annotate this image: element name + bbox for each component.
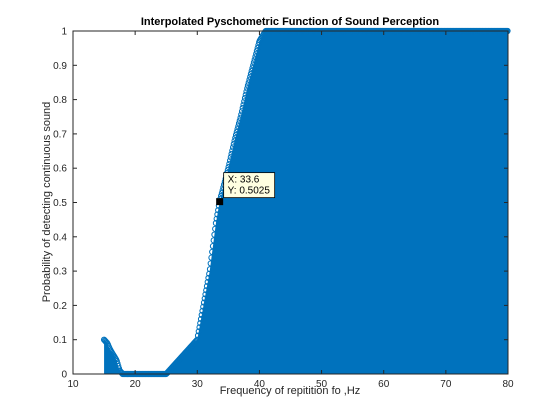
- data-point: [204, 278, 211, 286]
- x-tick-label: 70: [440, 379, 452, 390]
- data-tip[interactable]: X: 33.6 Y: 0.5025: [216, 172, 276, 206]
- data-point: [249, 65, 256, 72]
- x-axis-label: Frequency of repitition fo ,Hz: [220, 385, 361, 397]
- data-point: [197, 316, 205, 323]
- data-point: [250, 59, 258, 66]
- data-point: [206, 266, 214, 273]
- data-point: [213, 215, 220, 222]
- data-point: [227, 154, 234, 161]
- x-tick-label: 40: [254, 379, 266, 390]
- data-point: [245, 79, 252, 86]
- data-point: [194, 332, 202, 339]
- data-point: [244, 85, 251, 92]
- data-point: [215, 207, 222, 214]
- y-tick-label: 1: [61, 27, 67, 38]
- data-point: [250, 62, 257, 69]
- data-point: [254, 44, 261, 52]
- y-tick-label: 0.8: [53, 95, 67, 106]
- data-point: [196, 324, 203, 331]
- data-tip-marker[interactable]: [216, 198, 224, 206]
- y-tick-label: 0.5: [53, 198, 67, 209]
- data-point: [210, 237, 217, 244]
- data-point: [228, 150, 235, 158]
- data-point: [246, 76, 253, 83]
- y-tick-label: 0.2: [53, 301, 67, 312]
- data-point: [242, 91, 249, 98]
- data-point: [200, 299, 208, 306]
- data-point: [226, 160, 233, 167]
- data-point: [214, 211, 221, 218]
- data-point: [248, 67, 255, 75]
- data-point: [251, 56, 258, 63]
- data-point: [207, 260, 214, 267]
- data-point: [239, 104, 246, 112]
- x-tick-label: 20: [130, 379, 142, 390]
- data-point: [201, 295, 208, 302]
- data-point: [195, 328, 202, 335]
- data-point: [198, 311, 205, 319]
- data-point: [233, 129, 240, 136]
- y-axis-label: Probability of detecting continuous soun…: [41, 102, 53, 303]
- data-point: [209, 243, 217, 250]
- y-tick-label: 0.6: [53, 164, 67, 175]
- data-point: [225, 164, 232, 171]
- data-point: [209, 248, 216, 255]
- data-point: [247, 73, 254, 80]
- x-tick-label: 60: [378, 379, 390, 390]
- x-tick-label: 10: [67, 379, 79, 390]
- data-point: [247, 70, 255, 78]
- data-point: [243, 88, 250, 95]
- data-point: [238, 108, 246, 115]
- data-point: [208, 254, 215, 261]
- data-point: [236, 117, 243, 124]
- data-point: [244, 82, 252, 89]
- axis-ticks: 10 20 30 40 50 60 70 80 0 0.1 0.2 0.3 0.4 0.5 0.6 0.7 0.…: [53, 27, 514, 391]
- data-point: [212, 219, 220, 227]
- y-tick-label: 0.3: [53, 267, 67, 278]
- y-tick-label: 0.7: [53, 129, 67, 140]
- y-tick-label: 0.4: [53, 232, 67, 243]
- data-point: [253, 47, 261, 54]
- data-point: [234, 126, 241, 133]
- data-point: [229, 144, 237, 151]
- data-point: [253, 50, 260, 57]
- data-point: [252, 53, 259, 60]
- data-point: [227, 157, 234, 164]
- data-tip-x-text: X: 33.6: [228, 175, 260, 186]
- data-point: [231, 137, 238, 144]
- data-point: [230, 140, 237, 148]
- y-tick-label: 0.1: [53, 335, 67, 346]
- data-point: [194, 336, 201, 343]
- data-point: [240, 101, 247, 108]
- data-point: [203, 283, 211, 290]
- y-tick-label: 0: [61, 370, 67, 381]
- data-point: [211, 231, 218, 238]
- data-point: [238, 111, 245, 118]
- data-point: [241, 98, 248, 105]
- data-point: [192, 338, 199, 345]
- series-fill-area: [104, 31, 509, 374]
- data-point: [232, 131, 240, 139]
- data-point: [229, 147, 236, 154]
- x-tick-label: 80: [502, 379, 514, 390]
- data-point: [232, 134, 239, 141]
- data-point: [203, 287, 210, 294]
- data-tip-box: [223, 172, 276, 199]
- chart-title: Interpolated Pyschometric Function of So…: [141, 16, 440, 28]
- x-tick-label: 50: [316, 379, 328, 390]
- data-point: [197, 320, 204, 327]
- data-tip-y-text: Y: 0.5025: [228, 186, 271, 197]
- x-tick-label: 30: [192, 379, 204, 390]
- data-point: [212, 225, 219, 232]
- data-point: [202, 291, 209, 298]
- y-tick-label: 0.9: [53, 61, 67, 72]
- data-point: [200, 303, 207, 310]
- data-point: [237, 114, 244, 121]
- data-point: [235, 120, 243, 127]
- data-point: [241, 94, 249, 102]
- data-point: [235, 123, 242, 130]
- data-point: [199, 307, 206, 314]
- data-point: [205, 274, 212, 282]
